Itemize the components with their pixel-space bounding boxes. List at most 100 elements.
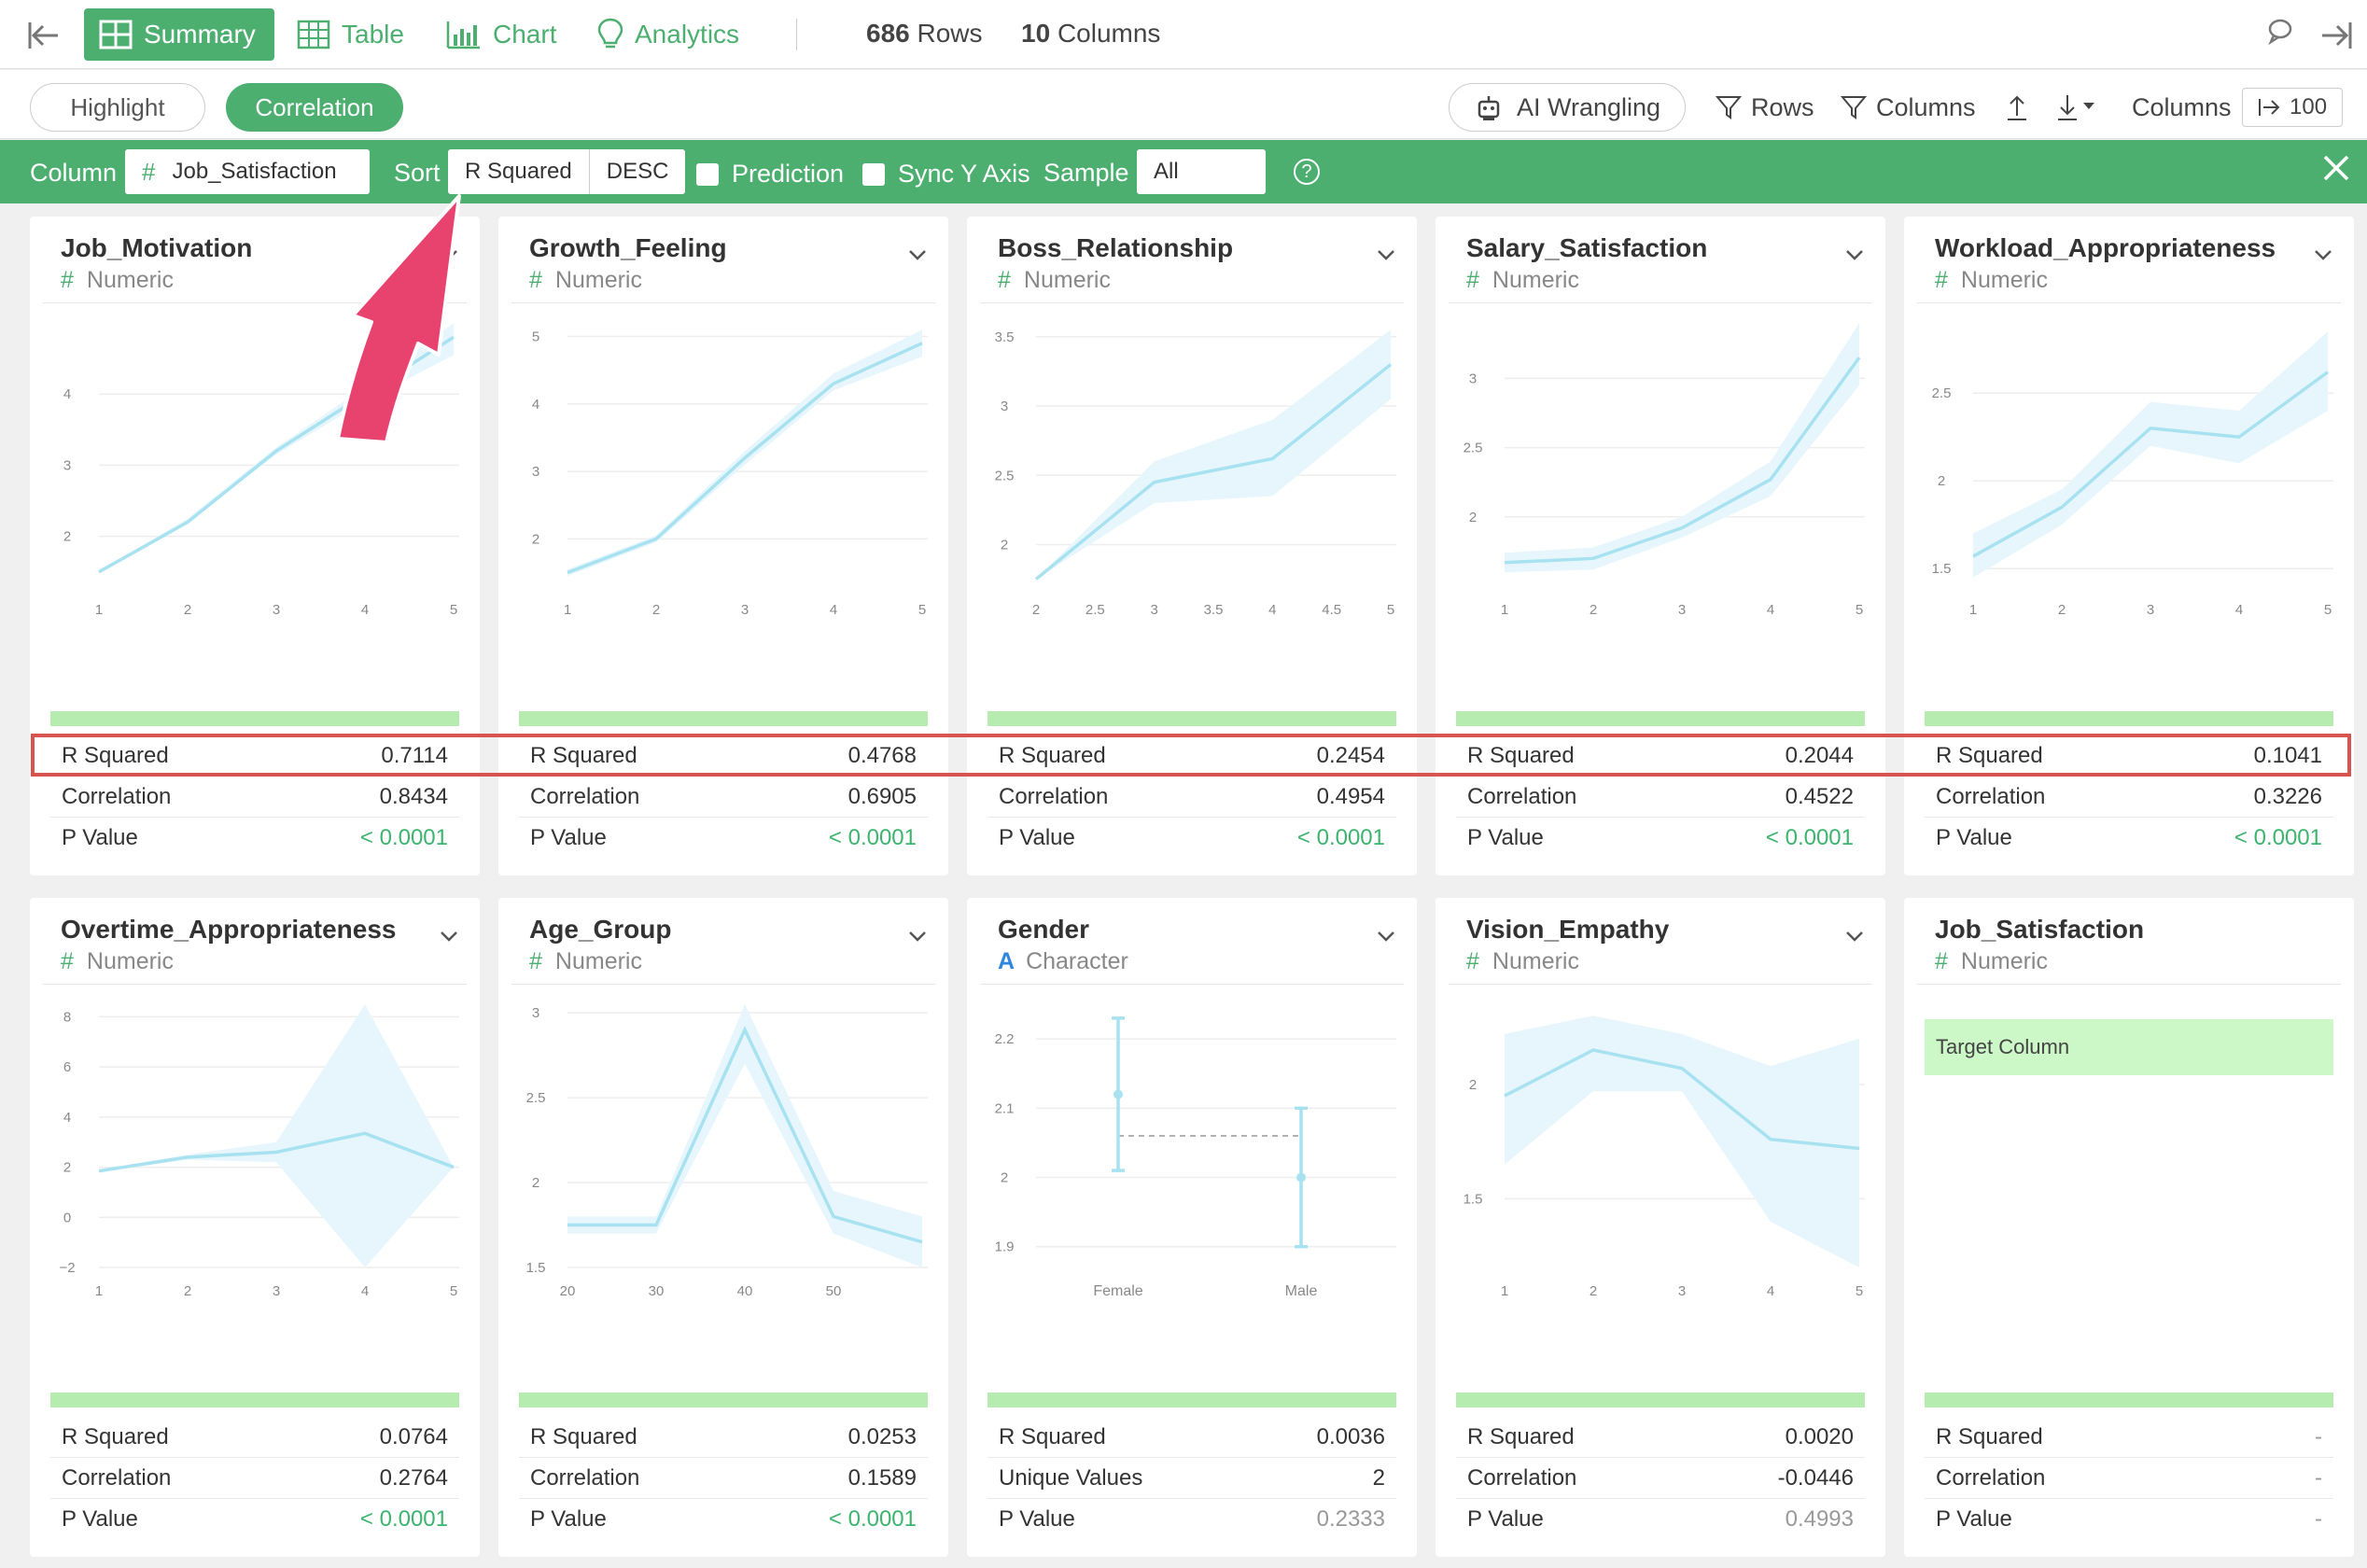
chevron-down-icon[interactable]	[439, 926, 459, 946]
chevron-down-icon[interactable]	[1376, 926, 1396, 946]
column-card: Gender A Character 1.9 2 2.1 2.2 Female Male R…	[967, 898, 1417, 1557]
sort-descending-dropdown[interactable]	[2055, 83, 2096, 132]
header-divider	[511, 302, 935, 303]
distribution-bar	[1925, 1393, 2333, 1407]
stat-value: 0.3226	[2253, 783, 2322, 809]
x-tick-label: 2	[184, 1283, 191, 1299]
x-tick-label: 2	[652, 602, 660, 618]
analytics-tab[interactable]: Analytics	[582, 8, 754, 61]
column-type-label: Numeric	[1492, 948, 1579, 974]
chevron-down-icon[interactable]	[1844, 245, 1865, 265]
x-tick-label: 2	[2058, 602, 2066, 618]
stat-value: 0.4768	[847, 742, 917, 768]
stat-label: Correlation	[1467, 1464, 1577, 1491]
r-squared-row: R Squared 0.0020	[1456, 1417, 1865, 1458]
chevron-down-icon[interactable]	[1844, 926, 1865, 946]
stat-value: 0.8434	[379, 783, 448, 809]
close-icon[interactable]	[2322, 151, 2350, 189]
distribution-bar	[50, 711, 459, 726]
correlation-settings-bar: Column # Job_Satisfaction Sort R Squared …	[0, 140, 2367, 203]
confidence-band	[1973, 331, 2328, 578]
card-header: Job_Motivation # Numeric	[30, 217, 480, 301]
y-tick-label: 3	[532, 1005, 539, 1021]
sort-ascending-icon[interactable]	[2005, 83, 2029, 132]
stat-label: R Squared	[1936, 1423, 2043, 1449]
collapse-left-icon[interactable]	[24, 17, 62, 54]
comment-icon[interactable]	[2266, 17, 2294, 52]
stat-value: 0.4954	[1316, 783, 1385, 809]
chevron-down-icon[interactable]	[439, 245, 459, 265]
stat-value: -	[2315, 1464, 2322, 1491]
column-name: Growth_Feeling	[529, 233, 727, 262]
chevron-down-icon[interactable]	[907, 926, 928, 946]
column-card: Job_Motivation # Numeric 2 3 4 1 2 3 4 5 R Squar…	[30, 217, 480, 875]
card-header: Vision_Empathy # Numeric	[1436, 898, 1885, 982]
target-column-select[interactable]: # Job_Satisfaction	[125, 149, 370, 194]
stat-label: Correlation	[530, 1464, 640, 1491]
stat-label: R Squared	[999, 1423, 1106, 1449]
x-tick-label: 3	[1150, 602, 1157, 618]
distribution-bar	[519, 1393, 928, 1407]
sample-input[interactable]: All	[1137, 149, 1266, 194]
column-type: # Numeric	[61, 948, 174, 975]
stat-label: R Squared	[530, 1423, 637, 1449]
ai-wrangling-button[interactable]: AI Wrangling	[1449, 83, 1687, 132]
table-tab[interactable]: Table	[282, 8, 419, 61]
p-value-row: P Value < 0.0001	[1456, 818, 1865, 859]
filter-columns-button[interactable]: Columns	[1841, 83, 1976, 132]
highlight-toggle[interactable]: Highlight	[30, 83, 205, 132]
y-tick-label: 2	[1938, 473, 1945, 489]
correlation-chart: 1.5 2 2.5 1 2 3 4 5	[1932, 331, 2333, 618]
correlation-row: Correlation 0.4522	[1456, 777, 1865, 818]
numeric-type-icon: #	[61, 267, 74, 293]
x-tick-label: 3	[273, 602, 280, 618]
chevron-down-icon[interactable]	[2313, 245, 2333, 265]
stat-label: Correlation	[62, 1464, 172, 1491]
collapse-right-icon[interactable]	[2318, 17, 2356, 62]
x-tick-label: 30	[649, 1283, 665, 1299]
stat-value: -	[2315, 1506, 2322, 1532]
chart-tab[interactable]: Chart	[431, 8, 571, 61]
columns-count-input[interactable]: 100	[2242, 88, 2344, 127]
x-tick-label: 2	[1590, 1283, 1597, 1299]
x-tick-label: 3	[741, 602, 749, 618]
summary-tab-label: Summary	[144, 20, 256, 49]
column-type-label: Numeric	[1023, 267, 1111, 293]
y-tick-label: 3	[63, 457, 71, 473]
p-value-row: P Value 0.2333	[987, 1499, 1396, 1540]
filter-rows-button[interactable]: Rows	[1716, 83, 1814, 132]
x-tick-label: 2	[1032, 602, 1040, 618]
sync-y-axis-checkbox[interactable]: Sync Y Axis	[862, 160, 1030, 189]
sort-order-toggle[interactable]: DESC	[606, 159, 669, 184]
column-type: # Numeric	[1935, 267, 2048, 294]
columns-display-label: Columns	[2132, 92, 2232, 121]
x-tick-label: 4	[1268, 602, 1276, 618]
prediction-checkbox[interactable]: Prediction	[696, 160, 844, 189]
x-tick-label: 2.5	[1085, 602, 1105, 618]
y-tick-label: 6	[63, 1059, 71, 1075]
distribution-bar	[987, 711, 1396, 726]
correlation-toggle[interactable]: Correlation	[226, 83, 403, 132]
sort-metric-select[interactable]: R Squared	[465, 159, 572, 184]
y-tick-label: 2.2	[995, 1031, 1015, 1047]
stat-label: R Squared	[1467, 742, 1575, 768]
p-value-row: P Value < 0.0001	[987, 818, 1396, 859]
x-tick-label: 1	[1969, 602, 1977, 618]
column-card: Overtime_Appropriateness # Numeric −2 0 2 4 6…	[30, 898, 480, 1557]
highlight-label: Highlight	[70, 92, 165, 121]
stat-label: P Value	[999, 825, 1075, 850]
sample-value: All	[1154, 159, 1179, 184]
column-type-label: Character	[1026, 948, 1128, 974]
chevron-down-icon[interactable]	[907, 245, 928, 265]
x-tick-label: 4	[1767, 602, 1774, 618]
stat-label: P Value	[530, 825, 607, 850]
stat-label: Correlation	[999, 783, 1109, 809]
help-icon[interactable]: ?	[1294, 159, 1320, 185]
r-squared-row: R Squared 0.0764	[50, 1417, 459, 1458]
card-header: Workload_Appropriateness # Numeric	[1904, 217, 2354, 301]
column-name: Gender	[998, 915, 1090, 944]
confidence-band	[1505, 1015, 1859, 1267]
stat-label: R Squared	[62, 742, 169, 768]
chevron-down-icon[interactable]	[1376, 245, 1396, 265]
summary-tab[interactable]: Summary	[84, 8, 274, 61]
